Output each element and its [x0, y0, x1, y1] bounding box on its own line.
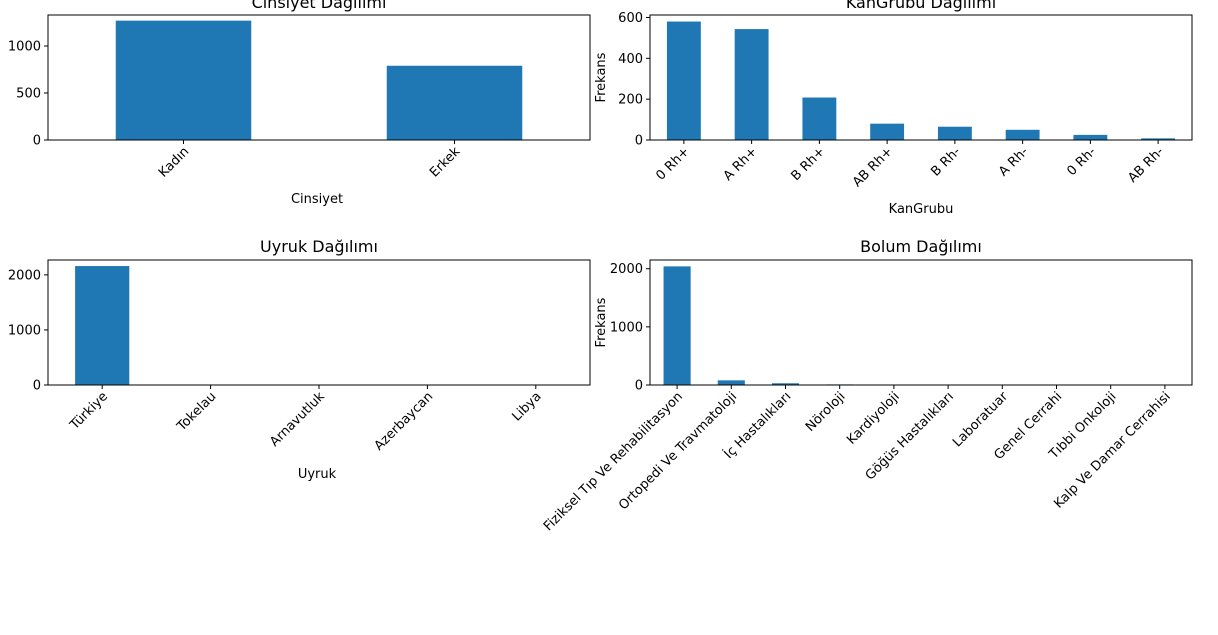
y-tick-label: 0 [33, 134, 41, 149]
x-tick-label: A Rh- [996, 144, 1032, 180]
bar-2-1 [666, 21, 701, 140]
y-axis-label: Frekans [594, 52, 609, 102]
y-tick-label: 0 [33, 379, 41, 394]
bar-3-1 [75, 266, 130, 385]
bar-4-1 [663, 266, 691, 385]
bar-1-1 [115, 20, 252, 140]
x-tick-label: Türkiye [67, 389, 111, 433]
x-tick-label: AB Rh- [1125, 144, 1167, 186]
x-tick-label: 0 Rh- [1064, 144, 1099, 179]
chart-title: Bolum Dağılımı [860, 237, 982, 256]
x-tick-label: AB Rh+ [850, 144, 896, 190]
bar-4-2 [717, 380, 745, 385]
y-tick-label: 500 [16, 87, 41, 102]
x-tick-label: Erkek [427, 144, 464, 181]
x-tick-label: Kadın [156, 144, 192, 180]
x-tick-label: Kardiyoloji [844, 389, 902, 447]
y-tick-label: 1000 [8, 40, 41, 55]
x-tick-label: B Rh+ [788, 144, 828, 184]
x-tick-label: Arnavutluk [267, 389, 328, 450]
chart-title: Cinsiyet Dağılımı [252, 0, 387, 12]
x-axis-label: Cinsiyet [291, 192, 343, 207]
chart-panel-3: 0 1000 2000 Türkiye Tokelau Arnavutluk Azerbay… [8, 237, 591, 482]
bar-2-8 [1141, 138, 1176, 140]
bar-1-2 [386, 65, 523, 140]
y-tick-label: 1000 [8, 323, 41, 338]
y-tick-label: 2000 [8, 268, 41, 283]
x-tick-label: Libya [509, 389, 544, 424]
x-tick-label: B Rh- [928, 144, 964, 180]
y-tick-label: 2000 [610, 262, 643, 277]
bar-2-4 [870, 123, 905, 140]
bar-2-2 [734, 29, 769, 140]
axes-frame [649, 14, 1193, 141]
chart-title: Uyruk Dağılımı [260, 237, 378, 256]
y-tick-label: 0 [635, 134, 643, 149]
x-tick-label: Kalp Ve Damar Cerrahisi [1051, 389, 1173, 511]
chart-panel-2: 0 200 400 600 0 Rh+ A Rh+ B Rh+ AB Rh+ B Rh- A Rh… [594, 0, 1193, 217]
x-axis-label: Uyruk [298, 467, 337, 482]
y-tick-label: 600 [618, 11, 643, 26]
bar-2-5 [937, 126, 972, 140]
y-axis-label: Frekans [594, 297, 609, 347]
x-tick-label: A Rh+ [721, 144, 761, 184]
bar-2-3 [802, 97, 837, 140]
x-tick-label: Nöroloji [803, 389, 849, 435]
axes-frame [47, 14, 591, 141]
x-axis-label: KanGrubu [889, 202, 954, 217]
x-tick-label: 0 Rh+ [653, 144, 692, 183]
y-tick-label: 400 [618, 52, 643, 67]
chart-title: KanGrubu Dağılımı [846, 0, 996, 12]
bar-4-3 [771, 383, 800, 385]
y-tick-label: 1000 [610, 320, 643, 335]
axes-frame [649, 259, 1193, 386]
y-tick-label: 200 [618, 93, 643, 108]
bar-2-6 [1005, 129, 1040, 140]
x-tick-label: Azerbaycan [372, 389, 437, 454]
x-tick-label: Tokelau [174, 389, 220, 435]
bar-2-7 [1073, 134, 1108, 140]
y-tick-label: 0 [635, 379, 643, 394]
chart-panel-1: 0 500 1000 Kadın Erkek Cinsiyet Dağılımı Cinsi… [8, 0, 591, 207]
